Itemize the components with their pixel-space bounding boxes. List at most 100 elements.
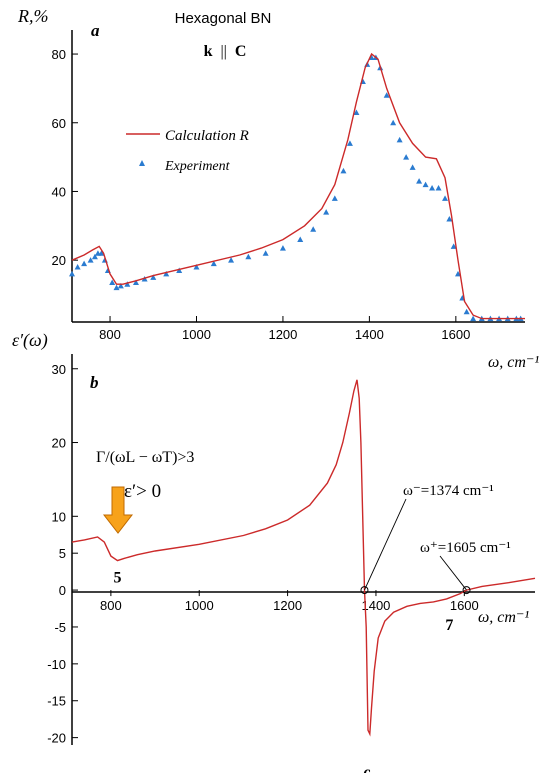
experiment-point xyxy=(323,209,330,215)
panel-a-xtick-label: 1400 xyxy=(355,327,384,342)
panel-b-ytick-label: -15 xyxy=(47,694,66,709)
orientation-label: k || C xyxy=(204,43,247,60)
panel-b-xtick-label: 1000 xyxy=(185,598,214,613)
panel-a-ylabel: R,% xyxy=(17,6,49,26)
omega-plus-marker xyxy=(462,586,471,595)
panel-b-ytick-label: -10 xyxy=(47,657,66,672)
panel-a-xtick-label: 1200 xyxy=(268,327,297,342)
panel-b-ytick-label: 30 xyxy=(52,362,66,377)
panel-b-dielectric: b ε′(ω) ω, cm⁻¹ 800 1000 1200 1400 1600 30 20 1… xyxy=(12,330,536,773)
experiment-point xyxy=(262,250,269,256)
panel-a-ytick-label: 60 xyxy=(52,116,66,131)
experiment-point xyxy=(210,260,217,267)
panel-b-ytick-label: 0 xyxy=(59,583,66,598)
condition-epsilon-text: ε′> 0 xyxy=(124,481,161,502)
panel-a-legend: Calculation R Experiment xyxy=(126,128,249,174)
omega-minus-leader xyxy=(364,498,407,591)
legend-exp-swatch xyxy=(139,160,145,166)
experiment-point xyxy=(353,109,360,115)
experiment-point xyxy=(346,140,353,146)
panel-a-xtick-label: 800 xyxy=(99,327,121,342)
omega-minus-marker xyxy=(360,586,369,595)
omega-plus-label: ω⁺=1605 cm⁻¹ xyxy=(420,540,511,556)
experiment-point xyxy=(279,245,286,251)
panel-a-xtick-label: 1000 xyxy=(182,327,211,342)
panel-b-xtick-label: 800 xyxy=(100,598,122,613)
experiment-point xyxy=(429,185,436,191)
panel-b-series xyxy=(71,379,536,737)
annotation-6: 6 xyxy=(363,767,371,773)
experiment-point xyxy=(403,154,410,160)
figure-title: Hexagonal BN xyxy=(175,10,272,27)
experiment-point xyxy=(176,267,183,273)
experiment-point xyxy=(228,257,235,263)
experiment-point xyxy=(74,264,81,270)
annotation-5: 5 xyxy=(114,570,122,587)
experiment-point xyxy=(409,164,416,170)
experiment-point xyxy=(463,308,470,315)
panel-b-xtick-label: 1200 xyxy=(273,598,302,613)
experiment-point xyxy=(470,315,477,322)
panel-a-xtick-label: 1600 xyxy=(441,327,470,342)
experiment-point xyxy=(450,243,457,249)
panel-b-ytick-label: -20 xyxy=(47,731,66,746)
experiment-point xyxy=(124,281,131,287)
orientation-sep: || xyxy=(220,43,226,60)
legend-calc-label: Calculation R xyxy=(165,128,249,144)
panel-b-ytick-label: -5 xyxy=(54,620,66,635)
omega-minus-label: ω⁻=1374 cm⁻¹ xyxy=(403,483,494,499)
experiment-point xyxy=(245,253,252,260)
experiment-point xyxy=(91,253,98,260)
panel-b-ticks: 800 1000 1200 1400 1600 30 20 10 5 0 -5 -10 -15 -20 xyxy=(47,362,479,746)
omega-plus-leader xyxy=(439,555,467,591)
experiment-point xyxy=(87,257,94,263)
experiment-point xyxy=(331,195,338,201)
experiment-point xyxy=(113,284,120,291)
panel-b-xlabel: ω, cm⁻¹ xyxy=(478,609,529,626)
experiment-point xyxy=(446,215,453,222)
panel-a-ytick-label: 20 xyxy=(52,253,66,268)
experiment-point xyxy=(416,178,423,184)
panel-a-reflectance: Hexagonal BN k || C a R,% ω, cm⁻¹ 800 100… xyxy=(17,6,539,371)
panel-b-xtick-label: 1600 xyxy=(450,598,479,613)
panel-b-label: b xyxy=(90,373,99,392)
experiment-point xyxy=(435,185,442,191)
experiment-point xyxy=(193,264,200,270)
panel-a-label: a xyxy=(91,21,100,40)
experiment-point xyxy=(383,92,390,98)
experiment-point xyxy=(297,236,304,243)
epsilon-line xyxy=(71,379,536,737)
down-arrow-icon xyxy=(102,486,134,534)
experiment-point xyxy=(117,282,124,289)
panel-a-series xyxy=(69,52,525,322)
experiment-point xyxy=(422,181,429,188)
experiment-point xyxy=(310,226,317,232)
panel-b-ytick-label: 5 xyxy=(59,546,66,561)
experiment-point xyxy=(340,167,347,174)
experiment-point xyxy=(390,119,397,126)
experiment-point xyxy=(396,136,403,143)
experiment-point xyxy=(163,270,170,277)
experiment-point xyxy=(132,279,139,285)
panel-b-ytick-label: 20 xyxy=(52,436,66,451)
panel-a-ticks: 800 1000 1200 1400 1600 20 40 60 80 xyxy=(52,47,471,342)
annotation-7: 7 xyxy=(445,617,453,634)
panel-a-xlabel: ω, cm⁻¹ xyxy=(488,354,539,371)
experiment-point xyxy=(442,195,449,201)
orientation-k: k xyxy=(204,43,213,60)
experiment-point xyxy=(109,279,116,285)
experiment-point xyxy=(455,270,462,277)
orientation-c: C xyxy=(235,43,247,60)
experiment-point xyxy=(81,260,88,267)
legend-exp-label: Experiment xyxy=(164,159,231,174)
experiment-point xyxy=(98,250,105,256)
calculation-line xyxy=(71,52,525,320)
panel-b-ylabel: ε′(ω) xyxy=(12,330,48,351)
panel-b-ytick-label: 10 xyxy=(52,509,66,524)
panel-a-ytick-label: 80 xyxy=(52,47,66,62)
panel-b-xtick-label: 1400 xyxy=(361,598,390,613)
experiment-point xyxy=(150,274,157,280)
panel-a-ytick-label: 40 xyxy=(52,184,66,199)
experiment-point xyxy=(69,270,75,277)
